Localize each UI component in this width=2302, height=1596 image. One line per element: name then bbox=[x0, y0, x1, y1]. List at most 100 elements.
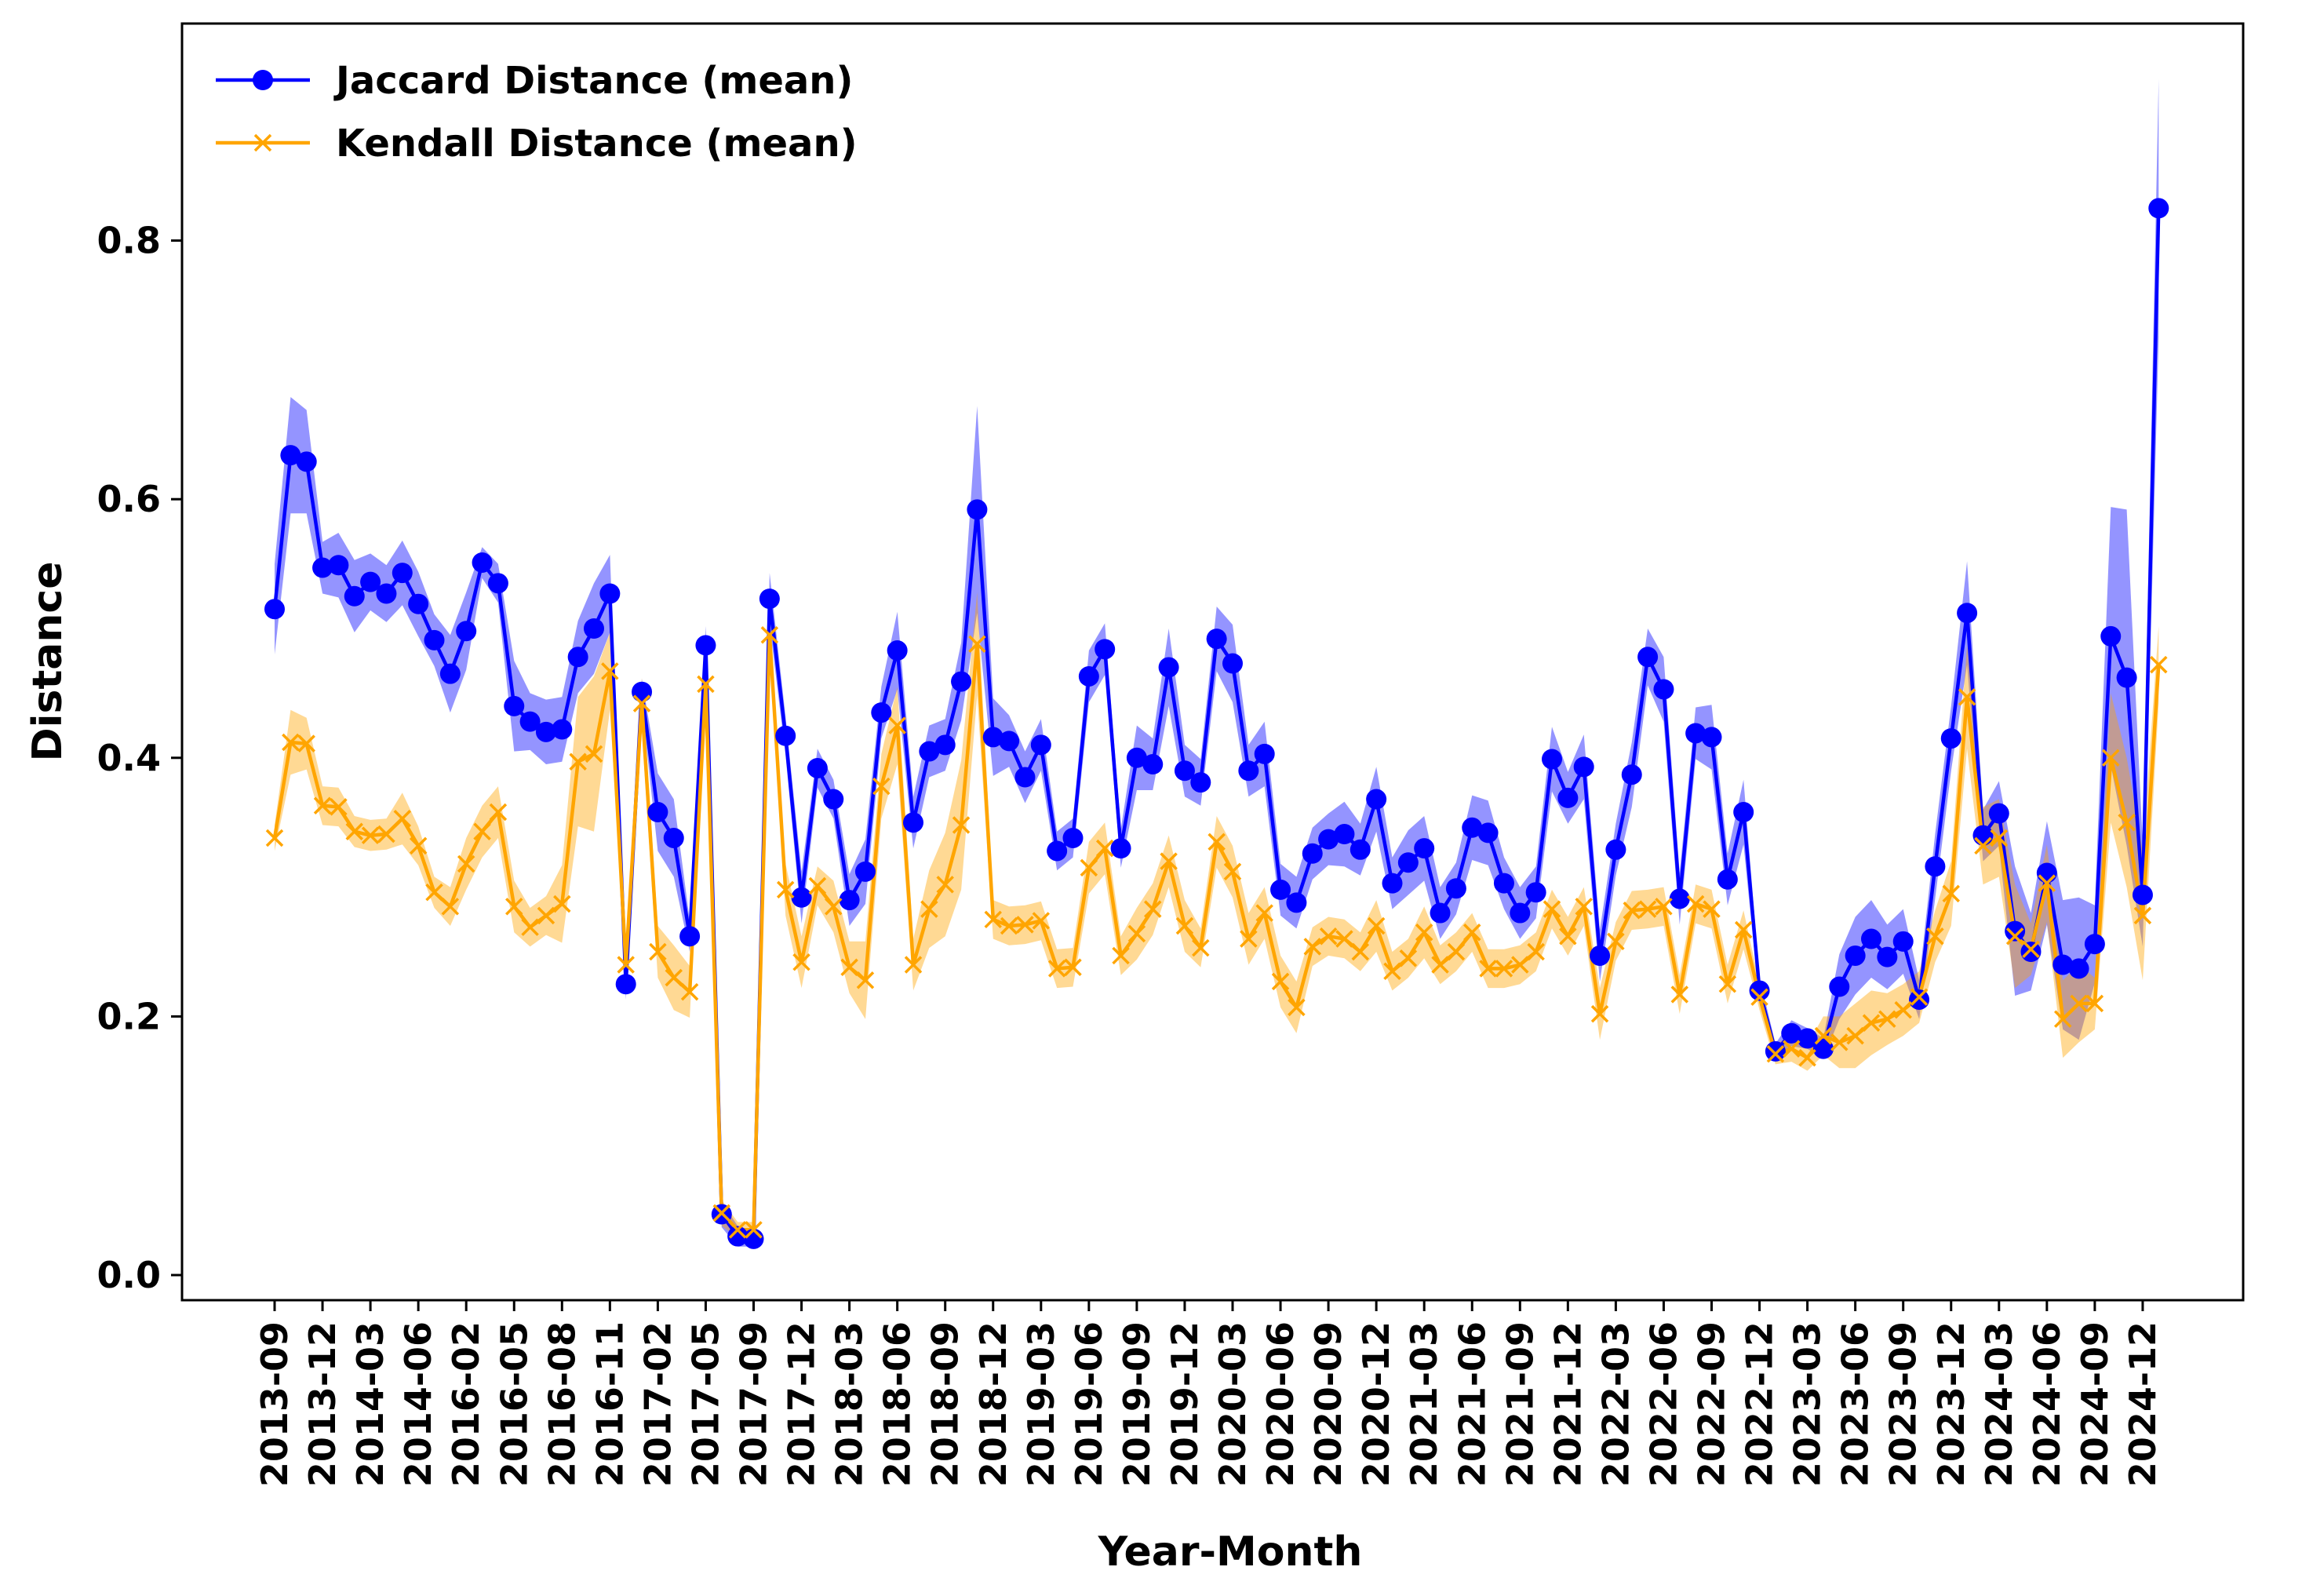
series-0-point-5 bbox=[344, 585, 365, 607]
y-tick-label-1: 0.2 bbox=[97, 995, 162, 1037]
series-1-point-7 bbox=[377, 825, 395, 844]
series-1-point-12 bbox=[457, 854, 475, 873]
series-1-point-116 bbox=[2118, 813, 2136, 832]
series-1-point-54 bbox=[1127, 924, 1146, 943]
x-tick-label-29: 2022-06 bbox=[1642, 1321, 1685, 1487]
series-0-point-63 bbox=[1270, 879, 1291, 900]
series-0-point-8 bbox=[392, 563, 413, 584]
confidence-bands bbox=[275, 78, 2159, 1247]
series-0-point-50 bbox=[1062, 827, 1084, 848]
series-0-point-73 bbox=[1430, 902, 1451, 924]
series-1-point-32 bbox=[776, 880, 795, 899]
series-1-point-94 bbox=[1766, 1044, 1785, 1063]
x-tick-label-22: 2020-09 bbox=[1307, 1321, 1350, 1487]
series-0-point-24 bbox=[647, 802, 668, 823]
series-1-point-46 bbox=[1000, 916, 1018, 935]
series-1-point-45 bbox=[984, 910, 1002, 929]
legend-label-1: Kendall Distance (mean) bbox=[336, 122, 858, 166]
y-axis-title: Distance bbox=[24, 562, 71, 762]
series-0-point-92 bbox=[1733, 802, 1754, 823]
series-1-point-1 bbox=[282, 733, 300, 752]
x-tick-label-10: 2017-09 bbox=[733, 1321, 775, 1487]
series-0-point-49 bbox=[1047, 840, 1068, 862]
series-0-point-19 bbox=[567, 647, 588, 668]
series-1-point-103 bbox=[1910, 988, 1929, 1006]
series-0-point-43 bbox=[951, 671, 972, 692]
x-tick-label-30: 2022-09 bbox=[1691, 1321, 1733, 1487]
series-1-point-37 bbox=[856, 971, 875, 989]
series-1-point-0 bbox=[265, 829, 284, 847]
series-1-point-21 bbox=[601, 662, 619, 680]
series-1-point-10 bbox=[425, 883, 443, 902]
series-1-point-100 bbox=[1862, 1014, 1881, 1032]
x-tick-label-39: 2024-12 bbox=[2122, 1321, 2164, 1487]
series-0-point-60 bbox=[1222, 653, 1243, 674]
series-1-point-24 bbox=[649, 942, 667, 961]
x-tick-label-27: 2021-12 bbox=[1546, 1321, 1589, 1487]
series-1-point-17 bbox=[537, 906, 555, 925]
series-0-point-16 bbox=[519, 711, 541, 732]
series-0-point-76 bbox=[1477, 822, 1499, 844]
series-1-point-81 bbox=[1559, 927, 1577, 946]
series-0-point-74 bbox=[1445, 878, 1466, 899]
legend-marker-1 bbox=[253, 133, 272, 152]
series-1-point-70 bbox=[1383, 962, 1401, 980]
series-0-point-45 bbox=[982, 727, 1003, 748]
series-0-point-84 bbox=[1605, 839, 1626, 860]
series-1-point-3 bbox=[313, 796, 332, 815]
x-tick-label-32: 2023-03 bbox=[1787, 1321, 1829, 1487]
series-0-point-18 bbox=[552, 719, 573, 740]
series-1-point-111 bbox=[2038, 874, 2056, 892]
series-0-point-115 bbox=[2100, 625, 2122, 647]
series-1-point-41 bbox=[920, 900, 938, 918]
x-tick-label-23: 2020-12 bbox=[1355, 1321, 1397, 1487]
series-1-point-85 bbox=[1623, 902, 1641, 920]
series-0-point-75 bbox=[1462, 817, 1483, 838]
series-1-point-60 bbox=[1223, 862, 1242, 881]
x-tick-label-6: 2016-08 bbox=[541, 1321, 583, 1487]
x-tick-label-7: 2016-11 bbox=[588, 1321, 631, 1487]
series-1-point-107 bbox=[1974, 836, 1992, 855]
series-1-point-26 bbox=[680, 982, 699, 1001]
series-0-point-97 bbox=[1812, 1038, 1834, 1059]
series-1-point-106 bbox=[1958, 688, 1976, 706]
series-1-point-117 bbox=[2133, 906, 2152, 925]
series-1-point-57 bbox=[1175, 916, 1194, 935]
series-1-point-40 bbox=[904, 956, 923, 974]
legend-label-0: Jaccard Distance (mean) bbox=[333, 59, 853, 103]
series-1-point-14 bbox=[489, 803, 508, 822]
series-1-point-42 bbox=[936, 876, 954, 894]
x-tick-label-19: 2019-12 bbox=[1164, 1321, 1206, 1487]
series-0-point-3 bbox=[312, 557, 333, 578]
series-1-point-50 bbox=[1064, 958, 1082, 977]
series-0-point-21 bbox=[599, 583, 621, 604]
series-0-point-47 bbox=[1014, 767, 1036, 788]
x-tick-label-17: 2019-06 bbox=[1068, 1321, 1110, 1487]
series-1-point-56 bbox=[1160, 852, 1178, 870]
series-1-point-39 bbox=[888, 716, 906, 734]
plot-frame bbox=[180, 22, 2245, 1302]
series-0-point-82 bbox=[1573, 756, 1594, 778]
series-0-point-81 bbox=[1557, 787, 1579, 808]
series-1-point-79 bbox=[1527, 942, 1545, 961]
series-1-point-43 bbox=[952, 816, 971, 834]
series-0-point-89 bbox=[1685, 723, 1706, 744]
series-1-point-31 bbox=[760, 626, 779, 644]
series-0-point-23 bbox=[632, 681, 653, 702]
series-1-point-6 bbox=[361, 826, 380, 844]
x-tick-label-3: 2014-06 bbox=[397, 1321, 439, 1487]
series-0-point-87 bbox=[1653, 679, 1674, 700]
series-0-point-116 bbox=[2116, 667, 2137, 688]
series-1-point-113 bbox=[2070, 994, 2088, 1013]
series-1-point-95 bbox=[1783, 1040, 1801, 1058]
series-0-point-34 bbox=[807, 757, 828, 778]
series-1-point-18 bbox=[553, 895, 571, 913]
series-1-point-19 bbox=[569, 752, 587, 771]
series-0-point-22 bbox=[615, 974, 636, 995]
series-0-point-98 bbox=[1829, 976, 1850, 997]
series-1-point-23 bbox=[632, 694, 651, 712]
series-0-point-67 bbox=[1334, 824, 1355, 845]
series-0-point-99 bbox=[1845, 945, 1866, 966]
series-1-point-104 bbox=[1926, 927, 1944, 946]
